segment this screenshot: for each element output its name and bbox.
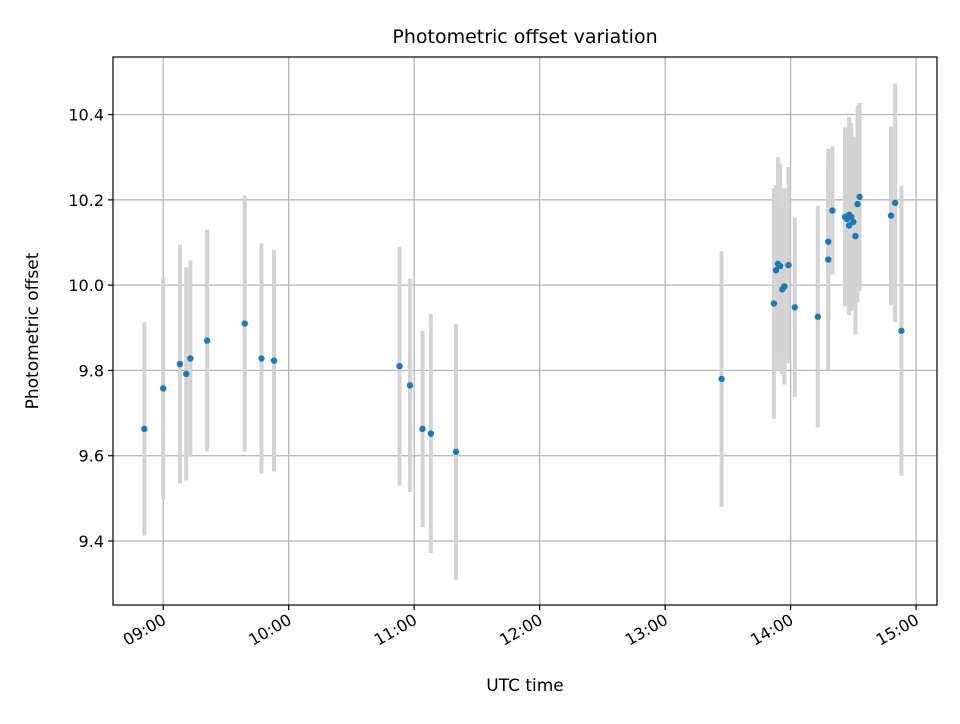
- data-point: [258, 355, 265, 362]
- data-point: [772, 267, 780, 274]
- data-point: [829, 207, 836, 214]
- data-point: [176, 360, 184, 368]
- x-axis-label: UTC time: [486, 676, 564, 696]
- data-point: [776, 262, 784, 270]
- data-point: [419, 425, 426, 433]
- data-point: [848, 213, 855, 221]
- y-tick-label: 10.0: [68, 276, 104, 295]
- data-point: [814, 313, 821, 320]
- data-point: [785, 261, 792, 269]
- data-point: [825, 256, 832, 263]
- data-point: [887, 212, 895, 219]
- data-point: [718, 375, 725, 383]
- data-point: [182, 370, 190, 378]
- y-tick-label: 9.4: [79, 532, 104, 551]
- data-points: [141, 193, 905, 456]
- data-point: [781, 283, 788, 290]
- data-point: [770, 300, 778, 307]
- data-point: [856, 193, 863, 201]
- plot-frame: [112, 56, 938, 606]
- data-point: [187, 355, 194, 362]
- data-point: [159, 385, 167, 392]
- data-point: [203, 337, 211, 344]
- data-point: [452, 448, 460, 456]
- chart-title: Photometric offset variation: [392, 26, 657, 48]
- data-point: [406, 382, 414, 389]
- data-point: [427, 430, 435, 437]
- y-axis-ticks: 9.4 9.6 9.8 10.0 10.2 10.4: [68, 106, 113, 551]
- y-axis-label: Photometric offset: [23, 252, 43, 409]
- data-point: [850, 218, 857, 226]
- grid: [113, 57, 937, 605]
- data-point: [898, 327, 905, 334]
- data-point: [791, 304, 798, 311]
- y-tick-label: 10.2: [68, 191, 104, 210]
- data-point: [396, 362, 403, 370]
- data-point: [852, 232, 859, 240]
- data-point: [891, 199, 899, 207]
- y-tick-label: 9.6: [79, 447, 104, 466]
- data-point: [241, 320, 248, 327]
- data-point: [825, 238, 832, 245]
- y-tick-label: 9.8: [79, 361, 104, 380]
- data-point: [270, 357, 278, 364]
- data-point: [141, 425, 148, 433]
- data-point: [854, 200, 861, 208]
- y-tick-label: 10.4: [68, 106, 104, 125]
